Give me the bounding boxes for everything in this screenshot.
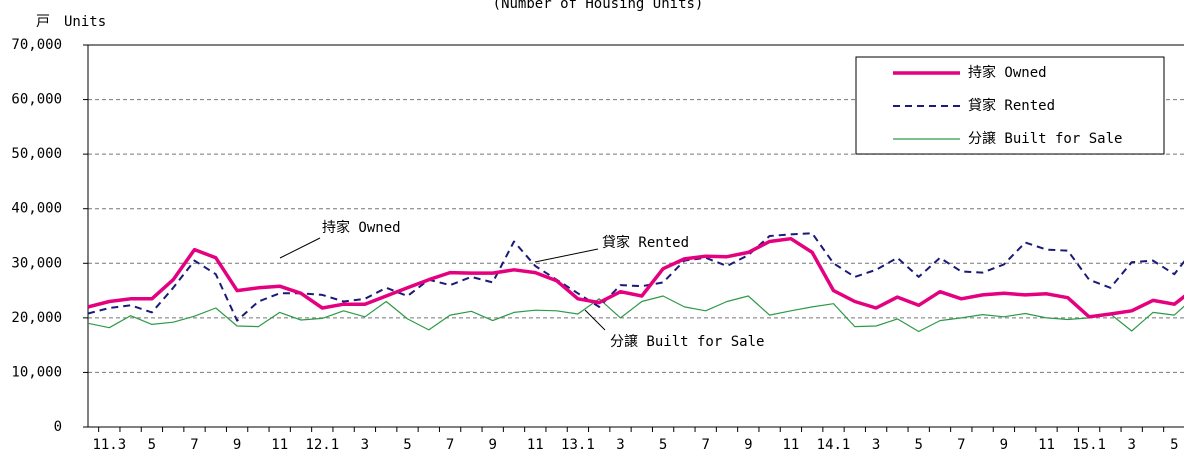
series-line xyxy=(88,295,1184,333)
annotation-leader xyxy=(279,237,321,259)
x-tick-label: 9 xyxy=(233,437,241,453)
x-tick-label: 3 xyxy=(616,437,624,453)
x-tick-label: 9 xyxy=(488,437,496,453)
annotation: 分譲 Built for Sale xyxy=(610,334,764,350)
x-tick-label: 7 xyxy=(701,437,709,453)
legend-label: 分譲 Built for Sale xyxy=(968,131,1122,147)
x-tick-label: 3 xyxy=(361,437,369,453)
annotation: 持家 Owned xyxy=(322,219,401,236)
y-tick-label: 70,000 xyxy=(11,37,62,53)
chart-title: (Number of Housing Units) xyxy=(493,0,704,12)
x-tick-label: 11.3 xyxy=(92,437,126,453)
y-tick-label: 40,000 xyxy=(11,201,62,217)
x-tick-label: 7 xyxy=(957,437,965,453)
x-tick-label: 3 xyxy=(1127,437,1135,453)
legend-label: 持家 Owned xyxy=(968,64,1047,81)
annotation-leader xyxy=(584,309,606,331)
x-tick-label: 7 xyxy=(190,437,198,453)
x-tick-label: 11 xyxy=(271,437,288,453)
x-tick-label: 5 xyxy=(914,437,922,453)
x-tick-label: 9 xyxy=(744,437,752,453)
y-tick-label: 10,000 xyxy=(11,364,62,380)
annotation-leader xyxy=(534,248,599,263)
x-tick-label: 13.1 xyxy=(561,437,595,453)
x-tick-label: 7 xyxy=(446,437,454,453)
x-tick-label: 5 xyxy=(659,437,667,453)
y-axis-label: 戸 Units xyxy=(36,14,106,30)
y-tick-label: 60,000 xyxy=(11,92,62,108)
legend-label: 貸家 Rented xyxy=(968,97,1055,114)
plot-area xyxy=(88,232,1184,333)
series-line xyxy=(88,232,1184,322)
x-tick-label: 11 xyxy=(527,437,544,453)
x-tick-label: 15.1 xyxy=(1072,437,1106,453)
x-tick-label: 5 xyxy=(148,437,156,453)
x-tick-label: 12.1 xyxy=(305,437,339,453)
annotation: 貸家 Rented xyxy=(602,234,689,251)
y-tick-label: 20,000 xyxy=(11,310,62,326)
x-tick-label: 5 xyxy=(1170,437,1178,453)
x-tick-label: 11 xyxy=(1038,437,1055,453)
x-tick-label: 9 xyxy=(1000,437,1008,453)
y-tick-label: 50,000 xyxy=(11,146,62,162)
x-tick-label: 14.1 xyxy=(817,437,851,453)
y-tick-label: 0 xyxy=(54,419,62,435)
x-tick-label: 5 xyxy=(403,437,411,453)
series-line xyxy=(88,236,1184,319)
x-tick-label: 3 xyxy=(872,437,880,453)
y-tick-label: 30,000 xyxy=(11,255,62,271)
x-tick-label: 11 xyxy=(782,437,799,453)
